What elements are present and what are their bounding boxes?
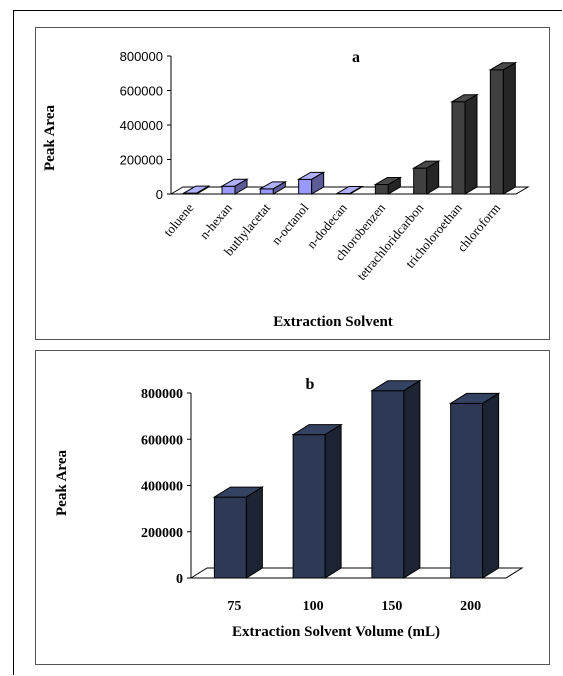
bar-side <box>324 423 342 579</box>
bar-front <box>374 184 389 195</box>
bar-front <box>292 434 326 579</box>
bar-front <box>213 496 247 579</box>
bar-n-octanol <box>296 171 326 195</box>
bar-side <box>196 185 210 195</box>
x-tick-label: toluene <box>160 200 196 239</box>
x-tick-label: 200 <box>460 599 481 614</box>
y-tick-label: 400000 <box>141 480 183 495</box>
y-tick-label: 200000 <box>120 153 163 168</box>
x-tick-label: tetrachloridcarbon <box>354 200 427 283</box>
bar-front <box>298 178 313 195</box>
bar-side <box>272 180 286 195</box>
bar-200 <box>448 392 501 579</box>
y-tick-label: 800000 <box>120 49 163 64</box>
bar-150 <box>370 379 422 579</box>
bar-100 <box>291 423 343 579</box>
chart-a-ylabel: Peak Area <box>42 105 58 171</box>
bar-buthylacetat <box>258 180 288 195</box>
y-tick-label: 600000 <box>141 433 183 448</box>
bar-front <box>413 167 428 195</box>
chart-a-title: a <box>352 49 360 66</box>
bar-n-dodecan <box>335 185 364 195</box>
bar-tricholoroethan <box>450 93 479 195</box>
bar-toluene <box>181 185 211 195</box>
x-tick-label: 150 <box>381 599 402 614</box>
bar-front <box>221 185 236 195</box>
y-tick-label: 200000 <box>141 526 183 541</box>
chart-panel-b: 0 200000 400000 600000 800000 75 100 150 200 b … <box>35 350 550 665</box>
bar-front <box>451 101 466 195</box>
bar-side <box>311 171 325 195</box>
bar-75 <box>212 486 265 579</box>
bar-side <box>426 160 440 195</box>
x-tick-label: 75 <box>227 599 241 614</box>
x-tick-label: n-hexan <box>196 200 235 242</box>
chart-a-xlabel: Extraction Solvent <box>273 314 393 330</box>
bar-front <box>450 402 484 579</box>
y-tick-label: 400000 <box>120 118 163 133</box>
y-tick-label: 0 <box>176 572 183 587</box>
chart-b-title: b <box>306 376 315 393</box>
bar-chlorobenzen <box>373 176 403 195</box>
bar-side <box>234 178 248 195</box>
bar-side <box>482 392 500 579</box>
bar-n-hexan <box>220 178 249 195</box>
y-tick-label: 0 <box>156 187 163 202</box>
chart-a-svg: 0 200000 400000 600000 800000 toluene n-hexan… <box>42 49 530 330</box>
floor-plane <box>169 186 530 195</box>
bar-chloroform <box>488 61 518 195</box>
figure-frame <box>13 10 562 675</box>
bar-front <box>259 188 274 195</box>
bar-top <box>335 185 364 194</box>
bar-front <box>489 69 504 195</box>
chart-panel-a: 0 200000 400000 600000 800000 toluene n-hexan… <box>35 27 550 340</box>
bar-tetrachloridcarbon <box>411 160 441 195</box>
chart-b-ylabel: Peak Area <box>54 450 70 516</box>
bar-side <box>403 379 421 579</box>
chart-b-xlabel: Extraction Solvent Volume (mL) <box>232 624 440 640</box>
bar-side <box>349 185 363 195</box>
bar-side <box>387 176 401 195</box>
bar-side <box>245 486 263 579</box>
bar-side <box>464 93 478 195</box>
y-tick-label: 600000 <box>120 84 163 99</box>
y-tick-label: 800000 <box>141 387 183 402</box>
x-tick-label: 100 <box>303 599 324 614</box>
bar-side <box>502 61 516 195</box>
bar-front <box>371 390 405 579</box>
